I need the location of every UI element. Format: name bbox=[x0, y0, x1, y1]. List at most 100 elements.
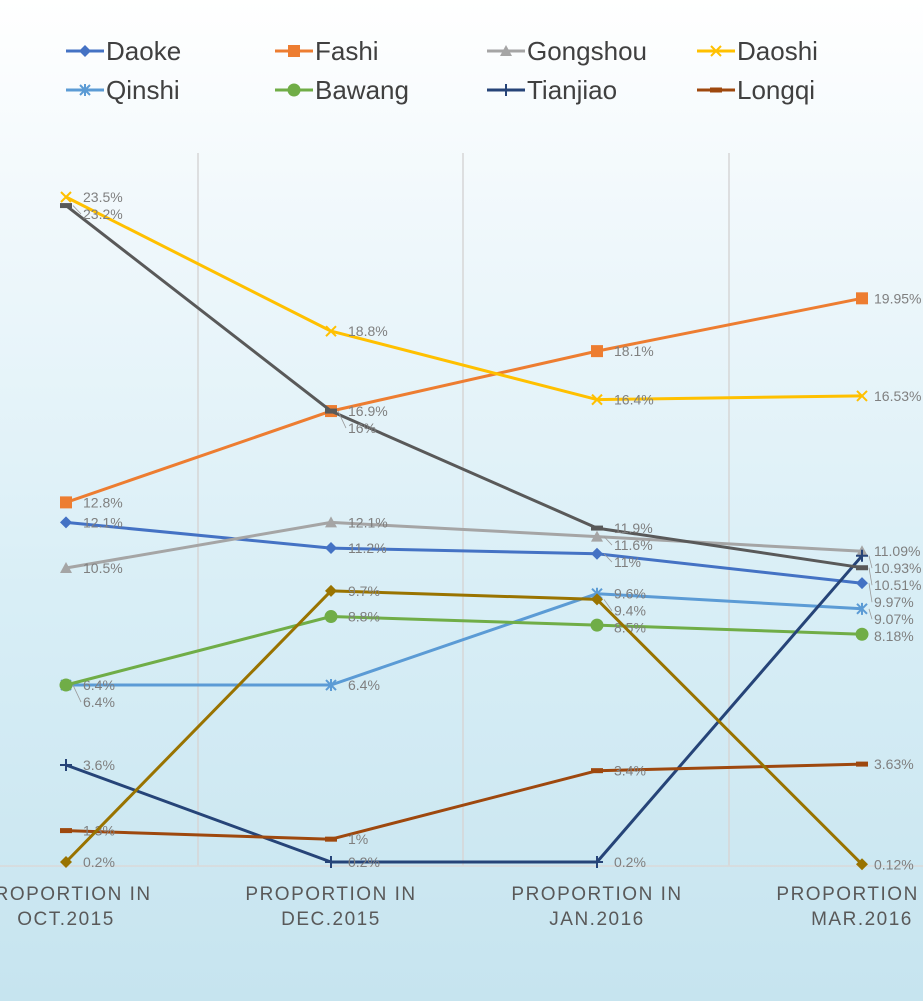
data-label: 8.8% bbox=[348, 609, 380, 625]
series-unnamed-8: 23.2% 16% 11.9% 10.51% bbox=[60, 203, 921, 593]
legend-label: Daoshi bbox=[737, 36, 818, 66]
legend-label: Daoke bbox=[106, 36, 181, 66]
series-line bbox=[65, 615, 863, 687]
legend-label: Fashi bbox=[315, 36, 379, 66]
legend-label: Longqi bbox=[737, 75, 815, 105]
marker-star bbox=[79, 84, 91, 96]
data-label: 12.1% bbox=[348, 514, 388, 530]
marker-dash bbox=[856, 761, 868, 767]
legend-item-bawang: Bawang bbox=[275, 75, 409, 105]
marker-diamond bbox=[325, 542, 337, 555]
data-label: 0.2% bbox=[83, 854, 115, 870]
x-tick-label: MAR.2016 bbox=[811, 909, 913, 930]
label-leader-line bbox=[868, 583, 873, 603]
marker-square bbox=[60, 496, 72, 509]
series-line bbox=[65, 554, 864, 864]
data-label: 6.4% bbox=[348, 677, 380, 693]
data-label: 0.2% bbox=[348, 854, 380, 870]
marker-dash bbox=[591, 768, 603, 774]
data-label: 18.1% bbox=[614, 343, 654, 359]
data-label: 11% bbox=[614, 554, 641, 570]
marker-x bbox=[591, 393, 603, 406]
series-line bbox=[65, 195, 863, 402]
series-unnamed-9: 0.2% 9.7% 9.4% 0.12% bbox=[60, 583, 914, 872]
marker-square bbox=[591, 345, 603, 358]
marker-circle bbox=[855, 627, 869, 641]
data-label: 11.2% bbox=[348, 540, 387, 556]
label-leader-line bbox=[337, 410, 347, 429]
marker-dash bbox=[60, 828, 72, 834]
series-bawang: 6.4%8.8%8.5%8.18% bbox=[59, 609, 914, 710]
series-line bbox=[66, 592, 863, 687]
marker-circle bbox=[324, 610, 338, 624]
label-leader-line bbox=[72, 205, 82, 215]
marker-circle bbox=[59, 678, 73, 692]
legend-item-gongshou: Gongshou bbox=[487, 36, 647, 66]
marker-square bbox=[856, 292, 868, 305]
marker-diamond bbox=[856, 858, 868, 871]
data-label: 1% bbox=[348, 831, 368, 847]
legend-label: Bawang bbox=[315, 75, 409, 105]
x-tick-label: DEC.2015 bbox=[281, 909, 381, 930]
marker-circle bbox=[287, 83, 301, 97]
x-tick-label: PROPORTION IN bbox=[245, 884, 416, 905]
legend-label: Gongshou bbox=[527, 36, 647, 66]
series-line bbox=[65, 204, 863, 570]
x-tick-label: JAN.2016 bbox=[549, 909, 644, 930]
data-label: 9.7% bbox=[348, 583, 380, 599]
marker-triangle bbox=[60, 562, 72, 574]
marker-diamond bbox=[591, 547, 603, 560]
data-label: 9.6% bbox=[614, 586, 646, 602]
series-line bbox=[65, 762, 863, 841]
data-label: 10.93% bbox=[874, 560, 921, 576]
data-label: 1.3% bbox=[83, 823, 115, 839]
data-label: 9.4% bbox=[614, 603, 646, 619]
series-qinshi: 6.4% 6.4% 9.6% 9.07% bbox=[60, 586, 914, 693]
data-label: 16% bbox=[348, 420, 376, 436]
label-leader-line bbox=[72, 684, 82, 703]
marker-diamond bbox=[325, 584, 337, 597]
label-leader-line bbox=[868, 608, 873, 620]
data-label: 10.5% bbox=[83, 560, 123, 576]
data-label: 8.18% bbox=[874, 628, 914, 644]
data-label: 19.95% bbox=[874, 290, 921, 306]
data-label: 6.4% bbox=[83, 677, 115, 693]
data-label: 16.9% bbox=[348, 403, 388, 419]
marker-plus bbox=[856, 549, 868, 562]
data-label: 3.63% bbox=[874, 756, 914, 772]
marker-dash bbox=[60, 203, 72, 209]
marker-diamond bbox=[60, 855, 72, 868]
marker-diamond bbox=[856, 577, 868, 590]
data-label: 9.07% bbox=[874, 611, 914, 627]
legend-label: Tianjiao bbox=[527, 75, 617, 105]
marker-triangle bbox=[591, 530, 603, 542]
marker-star bbox=[856, 602, 868, 615]
x-tick-label: OCT.2015 bbox=[17, 909, 115, 930]
legend-item-daoke: Daoke bbox=[66, 36, 181, 66]
marker-dash bbox=[710, 87, 722, 93]
marker-x bbox=[60, 191, 72, 203]
marker-x bbox=[856, 390, 868, 402]
label-leader-line bbox=[603, 553, 613, 563]
marker-x bbox=[325, 325, 337, 337]
data-label: 11.9% bbox=[614, 520, 653, 536]
marker-diamond bbox=[60, 516, 72, 529]
legend-item-fashi: Fashi bbox=[275, 36, 379, 66]
data-label: 12.1% bbox=[83, 514, 123, 530]
x-tick-label: PROPORTION IN bbox=[511, 884, 682, 905]
data-label: 0.2% bbox=[614, 854, 646, 870]
data-label: 16.4% bbox=[614, 392, 654, 408]
data-label: 16.53% bbox=[874, 388, 921, 404]
label-leader-line bbox=[868, 555, 873, 569]
x-tick-label: PROPORTION IN bbox=[0, 884, 152, 905]
marker-triangle bbox=[500, 45, 512, 56]
data-label: 23.2% bbox=[83, 206, 123, 222]
series-line bbox=[65, 520, 863, 585]
series-daoke: 12.1% 11.2% 11% 9.97% bbox=[60, 514, 914, 610]
series-daoshi: 23.5% 18.8% 16.4% 16.53% bbox=[60, 189, 921, 408]
data-label: 11.6% bbox=[614, 537, 653, 553]
data-label: 9.97% bbox=[874, 594, 914, 610]
series-longqi: 1.3% 1% 3.4% 3.63% bbox=[60, 756, 914, 847]
marker-diamond bbox=[79, 45, 91, 57]
